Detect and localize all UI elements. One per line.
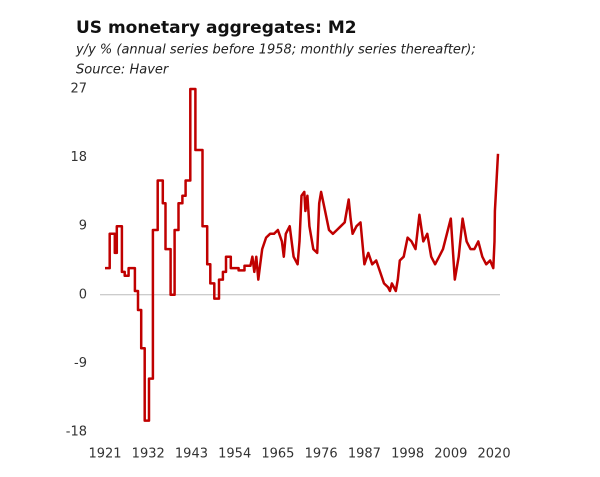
x-tick-label: 1987 — [348, 447, 381, 462]
x-tick-label: 2020 — [478, 447, 511, 462]
x-tick-label: 1976 — [305, 447, 338, 462]
y-tick-label: 27 — [70, 82, 87, 97]
x-tick-label: 1965 — [261, 447, 294, 462]
subtitle: y/y % (annual series before 1958; monthl… — [75, 43, 476, 58]
chart-title: US monetary aggregates: M2 — [76, 18, 357, 38]
x-tick-label: 1998 — [391, 447, 424, 462]
x-tick-label: 1954 — [218, 447, 251, 462]
subtitle: Source: Haver — [76, 63, 170, 78]
y-tick-label: -18 — [66, 425, 87, 440]
x-tick-label: 1921 — [88, 447, 121, 462]
line-series — [105, 87, 500, 422]
y-tick-label: 9 — [79, 219, 87, 234]
y-tick-label: 18 — [70, 150, 87, 165]
x-tick-label: 1943 — [175, 447, 208, 462]
y-tick-label: 0 — [79, 287, 87, 302]
x-tick-label: 1932 — [132, 447, 165, 462]
x-tick-label: 2009 — [434, 447, 467, 462]
y-tick-label: -9 — [74, 356, 87, 371]
